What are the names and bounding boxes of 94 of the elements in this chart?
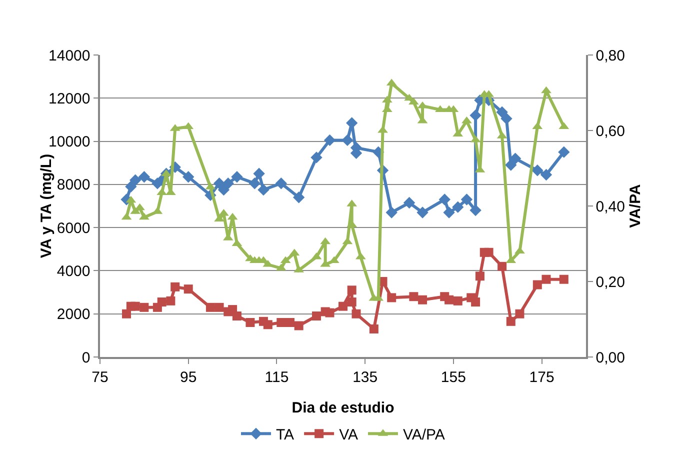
y2-tick-label: 0,00: [596, 349, 625, 366]
point: [253, 168, 265, 180]
point: [222, 178, 234, 190]
point: [438, 194, 450, 206]
point: [470, 204, 482, 216]
point: [292, 192, 305, 204]
point: [161, 169, 172, 176]
point: [443, 206, 455, 218]
point: [452, 201, 464, 213]
y-tick-label: 2000: [56, 306, 90, 324]
point: [157, 297, 166, 306]
y-axis-title: VA y TA (mg/L): [38, 154, 55, 258]
point: [387, 293, 396, 302]
y2-tick-label: 0,80: [596, 47, 625, 64]
point: [325, 308, 334, 318]
point: [444, 295, 454, 304]
point: [338, 302, 348, 311]
point: [532, 164, 544, 176]
point: [558, 146, 570, 158]
y2-tick-label: 0,20: [596, 274, 625, 291]
point: [231, 171, 243, 183]
point: [540, 168, 552, 181]
point: [352, 309, 361, 318]
point: [506, 316, 516, 326]
point: [285, 318, 294, 327]
point: [258, 184, 270, 196]
x-tick-label: 95: [180, 368, 197, 386]
legend-label: TA: [276, 426, 294, 444]
point: [275, 178, 287, 190]
point: [453, 296, 462, 306]
y-tick-label: 4000: [56, 262, 90, 280]
point: [416, 206, 428, 218]
point: [470, 110, 482, 122]
point: [475, 272, 484, 281]
point: [418, 295, 428, 304]
point: [122, 309, 132, 318]
point: [409, 292, 418, 302]
point: [182, 171, 194, 183]
y-tick-label: 6000: [56, 220, 90, 237]
point: [532, 280, 542, 290]
point: [263, 320, 272, 330]
y-tick-label: 0: [82, 349, 90, 366]
point: [312, 312, 321, 321]
point: [541, 86, 552, 94]
point: [471, 297, 480, 306]
point: [206, 302, 215, 312]
point: [342, 134, 354, 146]
point: [184, 284, 193, 294]
point: [347, 286, 356, 295]
y-tick-label: 12000: [48, 90, 90, 108]
point: [324, 134, 336, 146]
point: [246, 318, 255, 327]
point: [500, 112, 512, 124]
x-tick-label: 155: [440, 368, 466, 386]
point: [498, 262, 507, 271]
legend-label: VA/PA: [402, 426, 445, 444]
point: [294, 321, 304, 330]
point: [130, 302, 140, 311]
point: [138, 171, 150, 183]
y2-tick-label: 0,60: [596, 122, 625, 140]
legend-label: VA: [339, 426, 358, 444]
x-tick-label: 115: [264, 368, 289, 386]
point: [496, 106, 508, 118]
point: [232, 312, 242, 321]
point: [166, 296, 176, 306]
point: [460, 194, 473, 206]
x-tick-label: 75: [92, 368, 108, 386]
point: [125, 180, 137, 192]
point: [310, 152, 322, 164]
point: [515, 309, 524, 318]
y-tick-label: 8000: [56, 176, 90, 194]
y-tick-label: 14000: [48, 47, 90, 64]
point: [214, 302, 224, 312]
point: [542, 274, 551, 284]
x-axis-title: Dia de estudio: [292, 400, 394, 416]
x-tick-label: 135: [352, 368, 378, 386]
point: [134, 203, 145, 210]
point: [218, 184, 230, 196]
point: [559, 274, 568, 284]
point: [130, 174, 142, 186]
y2-tick-label: 0,40: [596, 198, 625, 216]
point: [403, 196, 416, 209]
point: [386, 206, 398, 218]
point: [248, 178, 260, 190]
point: [170, 282, 180, 292]
y-tick-label: 10000: [48, 134, 90, 151]
point: [140, 302, 149, 312]
point: [369, 324, 378, 334]
y2-axis-title: VA/PA: [626, 184, 644, 228]
point: [276, 318, 286, 327]
x-tick-label: 175: [529, 368, 554, 386]
point: [484, 248, 494, 257]
point: [347, 297, 356, 306]
point: [514, 246, 525, 254]
